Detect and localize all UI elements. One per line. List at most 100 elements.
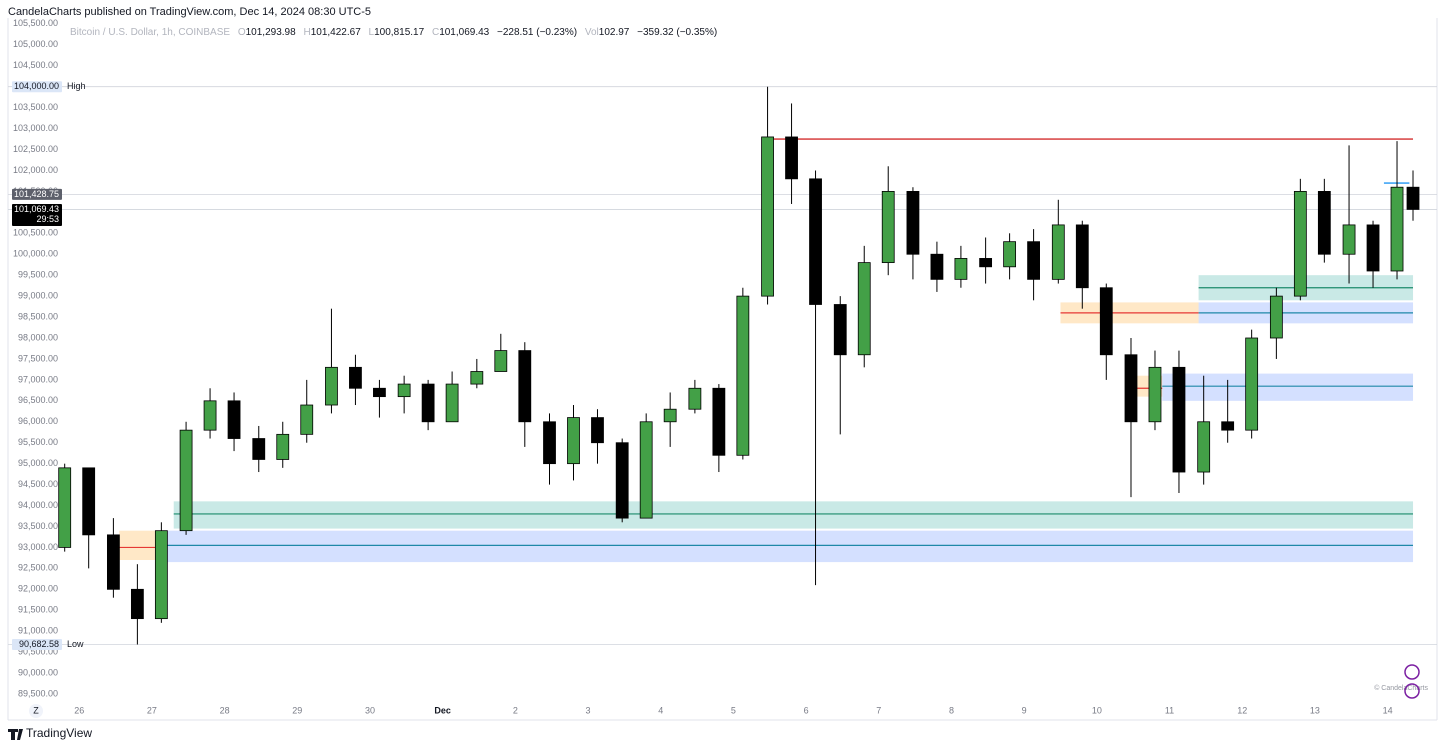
y-tick-label: 90,500.00: [18, 647, 58, 657]
candle-body: [591, 417, 604, 444]
candle-body: [397, 383, 411, 398]
price-tag-label: 101,069.43: [14, 204, 59, 214]
zoom-label[interactable]: Z: [33, 705, 39, 715]
low: 100,815.17: [374, 27, 424, 38]
volume: 102.97: [599, 27, 630, 38]
y-tick-label: 99,500.00: [18, 270, 58, 280]
candle-body: [1197, 421, 1211, 473]
candle-body: [688, 387, 702, 410]
x-tick-label: 9: [1022, 705, 1027, 715]
y-tick-label: 96,000.00: [18, 416, 58, 426]
candle-body: [130, 588, 144, 620]
zone: [119, 530, 158, 560]
candle-body: [712, 387, 726, 456]
candle-body: [494, 350, 508, 372]
vol-label: Vol: [585, 27, 599, 38]
zone: [173, 501, 1414, 529]
candle-body: [1406, 186, 1420, 210]
x-tick-label: 14: [1383, 705, 1393, 715]
price-tag-text: Low: [67, 639, 84, 649]
y-tick-label: 89,500.00: [18, 688, 58, 698]
candle-body: [663, 408, 677, 423]
x-tick-label: 30: [365, 705, 375, 715]
l-label: L: [369, 27, 375, 38]
x-tick-label: 28: [220, 705, 230, 715]
y-tick-label: 102,000.00: [13, 165, 58, 175]
c-label: C: [432, 27, 439, 38]
candle-body: [761, 136, 774, 297]
price-tag: [12, 638, 62, 650]
candle-body: [881, 191, 895, 264]
x-tick-label: 29: [292, 705, 302, 715]
x-tick-label: 7: [876, 705, 881, 715]
candle-body: [1003, 241, 1017, 268]
candle-body: [1148, 366, 1162, 423]
x-tick-label: 2: [513, 705, 518, 715]
candle-body: [833, 304, 847, 356]
candle-body: [1075, 224, 1089, 289]
candle-body: [1390, 186, 1404, 272]
price-tag: [12, 188, 62, 200]
candle-body: [1027, 241, 1040, 280]
h-label: H: [303, 27, 310, 38]
candle-body: [300, 404, 314, 435]
logo-icon: [1404, 664, 1420, 680]
candle-body: [203, 400, 217, 431]
y-tick-label: 104,500.00: [13, 60, 58, 70]
y-tick-label: 98,000.00: [18, 332, 58, 342]
open: 101,293.98: [246, 27, 296, 38]
candle-body: [349, 366, 362, 389]
close: 101,069.43: [439, 27, 489, 38]
y-tick-label: 90,000.00: [18, 667, 58, 677]
y-tick-label: 96,500.00: [18, 395, 58, 405]
countdown: 29:53: [36, 214, 59, 224]
tv-logo: [8, 729, 23, 740]
y-tick-label: 97,500.00: [18, 353, 58, 363]
logo-icon: [1404, 683, 1420, 699]
y-tick-label: 100,000.00: [13, 249, 58, 259]
candle-body: [1342, 224, 1356, 255]
y-tick-label: 94,000.00: [18, 500, 58, 510]
change: −228.51 (−0.23%): [497, 27, 577, 38]
y-tick-label: 93,000.00: [18, 542, 58, 552]
candle-body: [906, 191, 920, 255]
x-tick-label: 10: [1092, 705, 1102, 715]
axes: 89,500.00 90,000.00 90,500.00 91,000.00 91,5…: [12, 18, 1393, 715]
y-tick-label: 100,500.00: [13, 228, 58, 238]
y-tick-label: 92,000.00: [18, 584, 58, 594]
candle-body: [1269, 295, 1283, 339]
y-tick-label: 91,500.00: [18, 605, 58, 615]
watermark: © CandelaCharts: [1374, 684, 1428, 692]
x-tick-label: 26: [74, 705, 84, 715]
y-tick-label: 95,000.00: [18, 458, 58, 468]
x-tick-label: 27: [147, 705, 157, 715]
candle-body: [325, 366, 338, 406]
x-tick-label: 11: [1165, 705, 1174, 715]
candle-body: [154, 530, 168, 620]
x-tick-label: 6: [804, 705, 809, 715]
y-tick-label: 94,500.00: [18, 479, 58, 489]
candle-body: [82, 467, 96, 536]
candle-body: [954, 258, 968, 280]
candle-body: [470, 371, 484, 385]
candle-body: [543, 421, 556, 465]
candle-body: [276, 433, 290, 460]
y-tick-label: 105,500.00: [13, 18, 58, 28]
symbol: Bitcoin / U.S. Dollar, 1h, COINBASE: [70, 27, 230, 38]
candle-body: [615, 442, 629, 519]
candle-body: [809, 178, 822, 305]
y-tick-label: 95,500.00: [18, 437, 58, 447]
x-tick-label: 4: [658, 705, 663, 715]
zoom-button[interactable]: [29, 704, 43, 718]
candle-body: [979, 258, 993, 268]
candle-body: [518, 350, 532, 423]
candle-body: [785, 136, 798, 180]
candle-body: [1245, 337, 1259, 431]
candle-body: [58, 467, 72, 548]
candle-body: [1099, 287, 1113, 356]
y-tick-label: 97,000.00: [18, 374, 58, 384]
candle-body: [1172, 366, 1186, 473]
candle-body: [106, 534, 120, 590]
candle-body: [1317, 191, 1331, 255]
